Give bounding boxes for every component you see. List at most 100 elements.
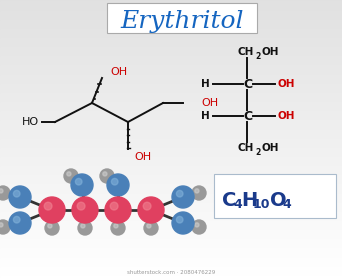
Bar: [0, 99, 342, 100]
Bar: [0, 211, 342, 212]
Bar: [0, 249, 342, 250]
Bar: [0, 143, 342, 144]
Bar: [0, 45, 342, 46]
Bar: [0, 121, 342, 122]
Text: C: C: [222, 190, 236, 209]
Bar: [0, 4, 342, 5]
Bar: [0, 213, 342, 214]
Bar: [0, 267, 342, 268]
Bar: [0, 90, 342, 91]
Bar: [0, 127, 342, 128]
Bar: [0, 55, 342, 56]
Bar: [0, 35, 342, 36]
Bar: [0, 118, 342, 119]
Bar: [0, 5, 342, 6]
Bar: [0, 38, 342, 39]
Text: shutterstock.com · 2080476229: shutterstock.com · 2080476229: [127, 269, 215, 274]
Circle shape: [13, 190, 20, 197]
Bar: [0, 43, 342, 44]
Bar: [0, 126, 342, 127]
Bar: [0, 271, 342, 272]
Bar: [0, 29, 342, 30]
Bar: [0, 116, 342, 117]
Bar: [0, 40, 342, 41]
Bar: [0, 131, 342, 132]
Bar: [0, 11, 342, 12]
Bar: [0, 61, 342, 62]
Bar: [0, 82, 342, 83]
Bar: [0, 72, 342, 73]
Bar: [0, 256, 342, 257]
Bar: [0, 190, 342, 191]
Bar: [0, 170, 342, 171]
Bar: [0, 62, 342, 63]
Bar: [0, 221, 342, 222]
Text: OH: OH: [110, 67, 127, 77]
Bar: [0, 278, 342, 279]
Circle shape: [105, 197, 131, 223]
Bar: [0, 204, 342, 205]
Bar: [0, 28, 342, 29]
Bar: [0, 150, 342, 151]
Bar: [0, 175, 342, 176]
Bar: [0, 258, 342, 259]
Bar: [0, 36, 342, 37]
Bar: [0, 47, 342, 48]
Bar: [0, 113, 342, 114]
Circle shape: [195, 223, 199, 227]
Bar: [0, 172, 342, 173]
Bar: [0, 158, 342, 159]
Bar: [0, 66, 342, 67]
Circle shape: [100, 169, 114, 183]
Bar: [0, 93, 342, 94]
Bar: [0, 239, 342, 240]
Bar: [0, 185, 342, 186]
Bar: [0, 80, 342, 81]
Bar: [0, 141, 342, 142]
Bar: [0, 103, 342, 104]
Bar: [0, 107, 342, 108]
Bar: [0, 188, 342, 189]
Bar: [0, 179, 342, 180]
Bar: [0, 153, 342, 154]
Bar: [0, 234, 342, 235]
Bar: [0, 104, 342, 105]
Bar: [0, 52, 342, 53]
Bar: [0, 123, 342, 124]
Bar: [0, 79, 342, 80]
Bar: [0, 192, 342, 193]
Bar: [0, 209, 342, 210]
Circle shape: [48, 224, 52, 228]
Bar: [0, 202, 342, 203]
Bar: [0, 119, 342, 120]
Text: OH: OH: [277, 79, 294, 89]
Bar: [0, 269, 342, 270]
Bar: [0, 226, 342, 227]
Bar: [0, 75, 342, 76]
Bar: [0, 259, 342, 260]
Bar: [0, 224, 342, 225]
Bar: [0, 228, 342, 229]
Bar: [0, 58, 342, 59]
Bar: [0, 86, 342, 87]
Bar: [0, 70, 342, 71]
Bar: [0, 186, 342, 187]
Bar: [0, 89, 342, 90]
Bar: [0, 100, 342, 101]
Bar: [0, 2, 342, 3]
Bar: [0, 205, 342, 206]
Bar: [0, 270, 342, 271]
Bar: [0, 19, 342, 20]
Bar: [0, 74, 342, 75]
Bar: [0, 212, 342, 213]
Bar: [0, 91, 342, 92]
Bar: [0, 214, 342, 215]
Bar: [0, 9, 342, 10]
Circle shape: [0, 223, 3, 227]
Bar: [0, 253, 342, 254]
Bar: [0, 245, 342, 246]
Bar: [0, 248, 342, 249]
Circle shape: [39, 197, 65, 223]
Bar: [0, 230, 342, 231]
Bar: [0, 174, 342, 175]
